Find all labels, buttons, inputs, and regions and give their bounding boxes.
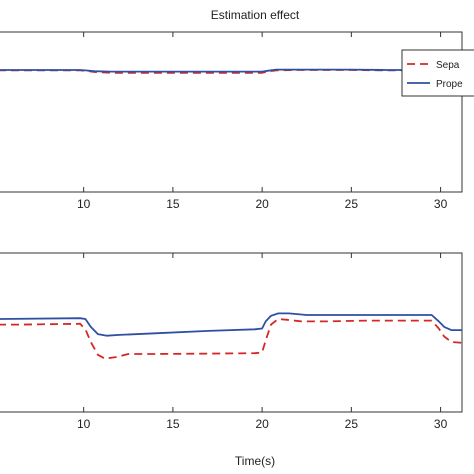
series-line-dashed	[0, 318, 463, 360]
series-line-solid	[0, 312, 462, 337]
x-tick-label: 20	[255, 417, 269, 431]
x-tick-label: 30	[434, 197, 448, 211]
top-plot: 10 15 20 25 30	[0, 31, 463, 211]
x-tick-label: 10	[77, 197, 91, 211]
bottom-chart-xlabel: Time(s)	[235, 454, 275, 468]
x-tick-label: 25	[345, 197, 359, 211]
x-tick-label: 20	[255, 197, 269, 211]
bottom-plot: 10 15 20 25 30	[0, 252, 463, 431]
legend-label: Prope	[436, 79, 463, 90]
x-tick-label: 15	[166, 197, 180, 211]
top-chart-title: Estimation effect	[211, 8, 300, 22]
plot-frame	[0, 252, 463, 413]
x-tick-label: 25	[345, 417, 359, 431]
series-line-solid	[0, 68, 434, 73]
legend-label: Sepa	[436, 60, 460, 71]
x-tick-label: 30	[434, 417, 448, 431]
plot-frame	[0, 31, 463, 193]
legend-box	[401, 49, 474, 97]
legend: Sepa Prope	[401, 49, 474, 97]
x-tick-label: 15	[166, 417, 180, 431]
x-tick-label: 10	[77, 417, 91, 431]
